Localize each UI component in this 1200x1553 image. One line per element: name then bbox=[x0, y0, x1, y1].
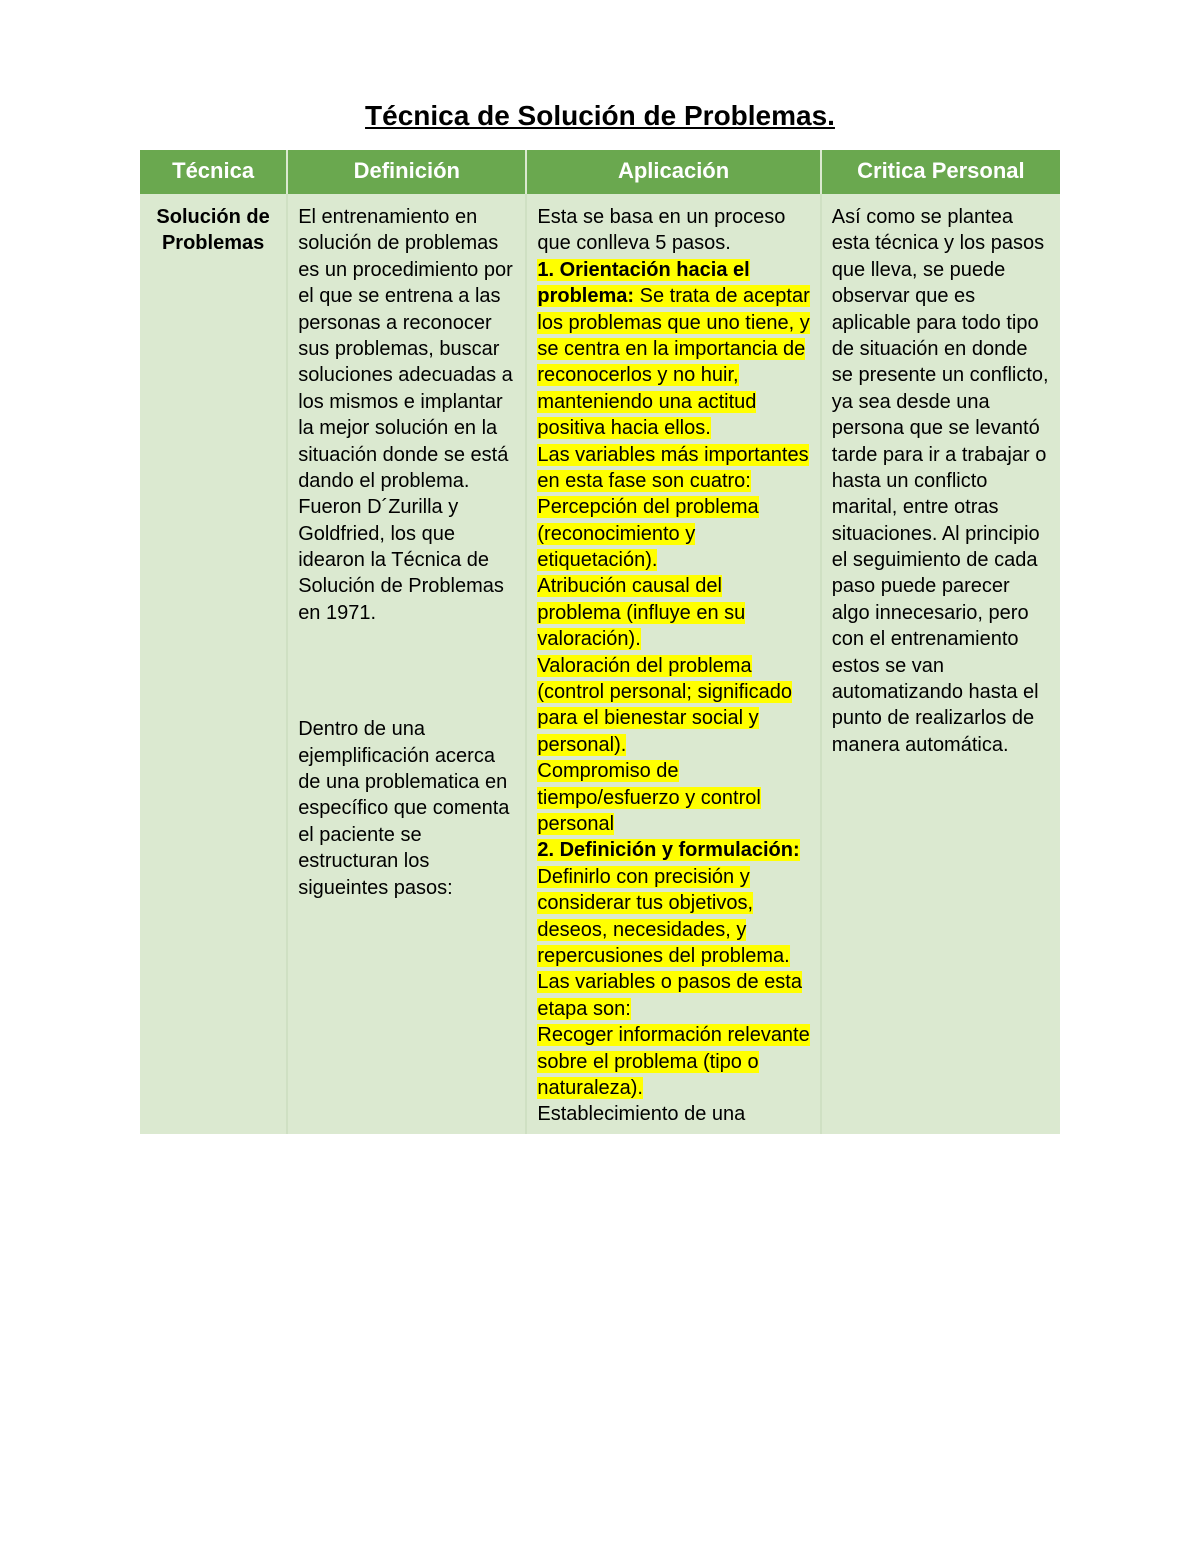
aplicacion-step1-var3: Valoración del problema (control persona… bbox=[537, 655, 792, 756]
aplicacion-step1-vars-intro: Las variables más importantes en esta fa… bbox=[537, 444, 808, 492]
aplicacion-step1-var4: Compromiso de tiempo/esfuerzo y control … bbox=[537, 760, 760, 835]
col-header-definicion: Definición bbox=[287, 150, 526, 194]
cell-tecnica: Solución de Problemas bbox=[140, 194, 287, 1134]
definicion-p1: El entrenamiento en solución de problema… bbox=[298, 204, 515, 626]
aplicacion-step2-var1: Recoger información relevante sobre el p… bbox=[537, 1024, 809, 1099]
techniques-table: Técnica Definición Aplicación Critica Pe… bbox=[140, 150, 1060, 1134]
cell-critica: Así como se plantea esta técnica y los p… bbox=[821, 194, 1060, 1134]
aplicacion-step2-trail: Establecimiento de una bbox=[537, 1103, 745, 1125]
col-header-aplicacion: Aplicación bbox=[526, 150, 820, 194]
definicion-p2: Dentro de una ejemplificación acerca de … bbox=[298, 716, 515, 901]
table-row: Solución de Problemas El entrenamiento e… bbox=[140, 194, 1060, 1134]
definicion-gap bbox=[298, 626, 515, 716]
aplicacion-step2-vars-intro: Las variables o pasos de esta etapa son: bbox=[537, 971, 802, 1019]
col-header-critica: Critica Personal bbox=[821, 150, 1060, 194]
cell-definicion: El entrenamiento en solución de problema… bbox=[287, 194, 526, 1134]
table-header-row: Técnica Definición Aplicación Critica Pe… bbox=[140, 150, 1060, 194]
aplicacion-step1-body: Se trata de aceptar los problemas que un… bbox=[537, 285, 809, 439]
aplicacion-step2-title: 2. Definición y formulación: bbox=[537, 839, 799, 861]
col-header-tecnica: Técnica bbox=[140, 150, 287, 194]
cell-aplicacion: Esta se basa en un proceso que conlleva … bbox=[526, 194, 820, 1134]
aplicacion-step1-var2: Atribución causal del problema (influye … bbox=[537, 575, 745, 650]
page-title: Técnica de Solución de Problemas. bbox=[140, 100, 1060, 132]
aplicacion-step1-var1: Percepción del problema (reconocimiento … bbox=[537, 496, 758, 571]
aplicacion-step2-body: Definirlo con precisión y considerar tus… bbox=[537, 866, 789, 967]
aplicacion-intro: Esta se basa en un proceso que conlleva … bbox=[537, 206, 785, 254]
